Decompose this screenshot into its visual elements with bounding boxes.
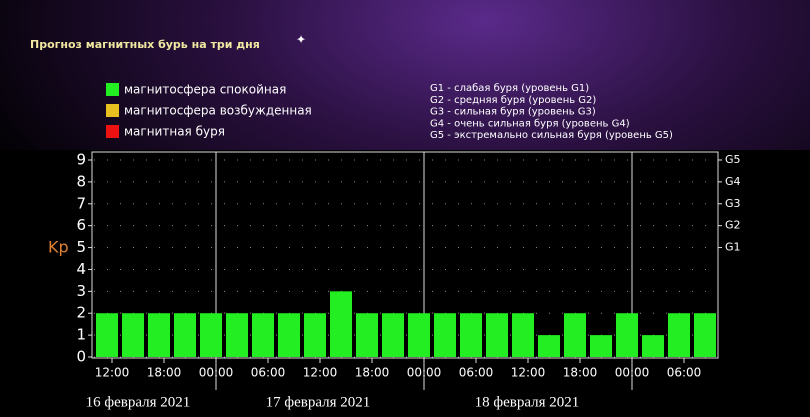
legend-label: магнитосфера спокойная [124, 83, 286, 97]
y-tick-label: 0 [76, 348, 86, 366]
y2-tick-label: G3 [725, 197, 741, 210]
bar [668, 313, 690, 357]
y-tick-label: 7 [76, 194, 86, 212]
x-tick-label: 06:00 [251, 366, 286, 380]
bar [564, 313, 586, 357]
y-tick-label: 9 [76, 151, 86, 169]
bar [148, 313, 170, 357]
bar [616, 313, 638, 357]
y2-tick-label: G5 [725, 153, 741, 166]
y-tick-label: 3 [76, 282, 86, 300]
bar [356, 313, 378, 357]
y-tick-label: 2 [76, 304, 86, 322]
star: ✦ [296, 33, 306, 47]
legend-label: магнитосфера возбужденная [124, 104, 312, 118]
chart-background [0, 150, 810, 417]
y-tick-label: 4 [76, 260, 86, 278]
storm-level-note: G4 - очень сильная буря (уровень G4) [430, 118, 630, 129]
bar [252, 313, 274, 357]
storm-level-note: G3 - сильная буря (уровень G3) [430, 107, 596, 118]
x-tick-label: 06:00 [459, 366, 494, 380]
bar [460, 313, 482, 357]
storm-level-note: G1 - слабая буря (уровень G1) [430, 83, 589, 94]
legend-swatch [106, 104, 119, 117]
y-tick-label: 6 [76, 216, 86, 234]
date-label: 16 февраля 2021 [86, 394, 191, 410]
x-tick-label: 06:00 [667, 366, 702, 380]
x-tick-label: 18:00 [147, 366, 182, 380]
x-tick-label: 00:00 [615, 366, 650, 380]
bar [278, 313, 300, 357]
plot-frame [91, 151, 719, 359]
bar [96, 313, 118, 357]
y2-tick-label: G2 [725, 219, 741, 232]
y2-tick-label: G4 [725, 175, 741, 188]
y-tick-label: 5 [76, 238, 86, 256]
bar [694, 313, 716, 357]
x-tick-label: 18:00 [355, 366, 390, 380]
storm-level-note: G5 - экстремально сильная буря (уровень … [430, 130, 673, 141]
y-axis-label: Kp [48, 238, 69, 257]
storm-level-note: G2 - средняя буря (уровень G2) [430, 95, 596, 106]
bar [330, 291, 352, 357]
legend-label: магнитная буря [124, 125, 225, 139]
bar [434, 313, 456, 357]
bar [512, 313, 534, 357]
bar [200, 313, 222, 357]
date-label: 18 февраля 2021 [475, 394, 580, 410]
bar [408, 313, 430, 357]
date-label: 17 февраля 2021 [266, 394, 371, 410]
bar [382, 313, 404, 357]
x-tick-label: 00:00 [199, 366, 234, 380]
bar [538, 335, 560, 357]
bar [304, 313, 326, 357]
bar [174, 313, 196, 357]
x-tick-label: 00:00 [407, 366, 442, 380]
bar [642, 335, 664, 357]
y-tick-label: 8 [76, 172, 86, 190]
legend-swatch [106, 83, 119, 96]
legend-swatch [106, 125, 119, 138]
x-tick-label: 18:00 [563, 366, 598, 380]
bar [486, 313, 508, 357]
chart-title: Прогноз магнитных бурь на три дня [30, 38, 260, 51]
y2-tick-label: G1 [725, 241, 741, 254]
bar [226, 313, 248, 357]
bar [590, 335, 612, 357]
x-tick-label: 12:00 [95, 366, 130, 380]
x-tick-label: 12:00 [303, 366, 338, 380]
y-tick-label: 1 [76, 326, 86, 344]
x-tick-label: 12:00 [511, 366, 546, 380]
bar [122, 313, 144, 357]
